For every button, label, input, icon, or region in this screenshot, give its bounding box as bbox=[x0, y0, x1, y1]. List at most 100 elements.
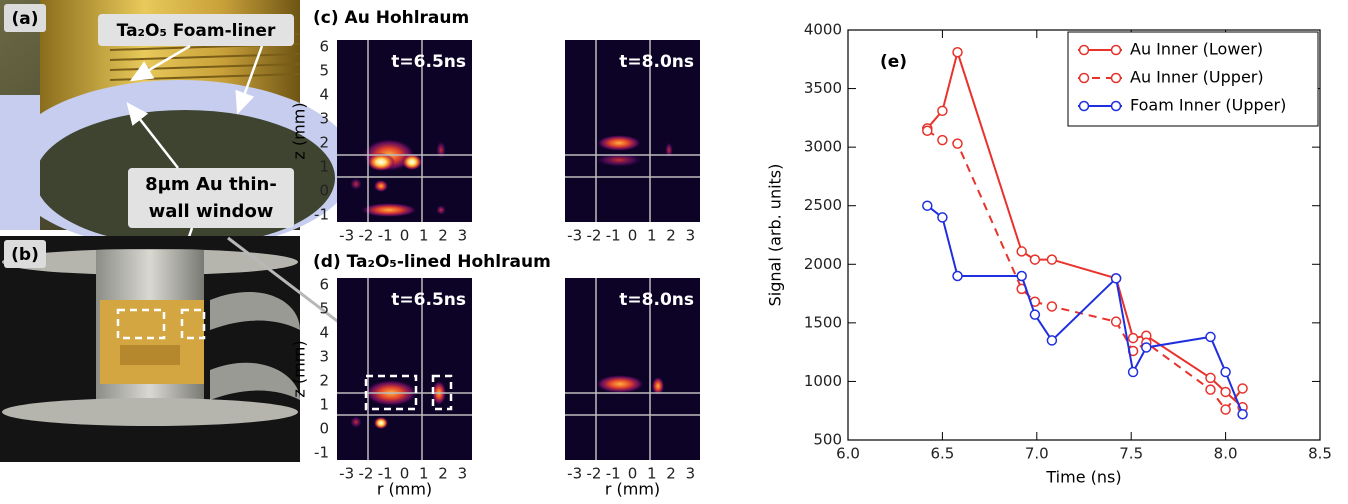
time-label: t=6.5ns bbox=[391, 52, 466, 72]
y-tick-label: 1500 bbox=[804, 313, 842, 331]
legend-marker bbox=[1078, 72, 1090, 84]
image-background bbox=[565, 40, 700, 222]
x-tick-label: 1 bbox=[419, 465, 429, 483]
image-background bbox=[565, 278, 700, 460]
gold-patch bbox=[120, 345, 180, 365]
x-tick-label: 0 bbox=[400, 227, 410, 245]
data-point bbox=[1110, 273, 1122, 284]
legend-label: Au Inner (Lower) bbox=[1130, 40, 1263, 59]
y-tick-label: 3 bbox=[319, 348, 329, 366]
image-background bbox=[337, 40, 472, 222]
data-point bbox=[952, 47, 963, 58]
y-tick-label: -1 bbox=[314, 443, 329, 461]
legend-marker bbox=[1110, 44, 1122, 56]
data-point bbox=[1205, 384, 1216, 395]
y-tick-label: 0 bbox=[319, 181, 329, 199]
callout: 8µm Au thin- bbox=[145, 174, 277, 195]
callout-box bbox=[128, 168, 294, 228]
y-tick-label: 5 bbox=[319, 62, 329, 80]
legend-marker bbox=[1078, 44, 1090, 56]
series-line bbox=[926, 204, 1244, 415]
data-point bbox=[1220, 404, 1231, 415]
x-axis-label: r (mm) bbox=[605, 480, 660, 499]
data-point bbox=[1220, 366, 1231, 378]
x-tick-label: 8.5 bbox=[1308, 445, 1332, 463]
x-tick-label: 2 bbox=[438, 227, 448, 245]
panel-title: (d) Ta₂O₅-lined Hohlraum bbox=[313, 252, 551, 272]
emission-spot bbox=[652, 377, 664, 395]
x-tick-label: -3 bbox=[339, 465, 354, 483]
window-boxes bbox=[116, 308, 206, 340]
y-tick-label: 1000 bbox=[804, 372, 842, 390]
data-point bbox=[1110, 316, 1122, 327]
legend-label: Foam Inner (Upper) bbox=[1130, 96, 1286, 115]
x-tick-label: 1 bbox=[647, 227, 657, 245]
x-tick-label: 1 bbox=[419, 227, 429, 245]
data-point bbox=[1029, 309, 1041, 320]
data-point bbox=[1237, 383, 1248, 394]
data-point bbox=[937, 212, 948, 223]
y-tick-label: 3000 bbox=[804, 138, 842, 156]
emission-spot bbox=[374, 417, 388, 429]
render-b: (b) bbox=[0, 236, 300, 462]
y-tick-label: 0 bbox=[319, 419, 329, 437]
x-tick-label: 1 bbox=[647, 465, 657, 483]
emission-spot bbox=[436, 141, 446, 159]
y-tick-label: 4 bbox=[319, 86, 329, 104]
y-tick-label: 4 bbox=[319, 324, 329, 342]
data-point bbox=[1046, 335, 1058, 346]
callout-box bbox=[98, 14, 294, 46]
plot-frame bbox=[847, 29, 1321, 441]
y-tick-label: 6 bbox=[319, 38, 329, 56]
data-point bbox=[1127, 366, 1139, 378]
y-axis-label: z (mm) bbox=[290, 102, 309, 159]
x-tick-label: -1 bbox=[378, 465, 393, 483]
emission-spot bbox=[597, 135, 641, 151]
image-frame bbox=[337, 278, 472, 460]
emission-spot bbox=[665, 142, 673, 158]
x-tick-label: 0 bbox=[400, 465, 410, 483]
y-tick-label: 3500 bbox=[804, 79, 842, 97]
foam-liner-edge bbox=[0, 95, 40, 230]
legend-label: Au Inner (Upper) bbox=[1130, 68, 1264, 87]
legend: Au Inner (Lower) Au Inner (Upper) Foam Inn… bbox=[1067, 31, 1319, 127]
swirl bbox=[210, 362, 300, 400]
x-tick-label: -3 bbox=[567, 465, 582, 483]
image-background bbox=[337, 278, 472, 460]
panel-title: (c) Au Hohlraum bbox=[313, 8, 469, 28]
label-box bbox=[4, 240, 46, 268]
photo-a: (a) Ta₂O₅ Foam-liner 8µm Au thin- wall w… bbox=[0, 0, 355, 307]
y-tick-label: 3 bbox=[319, 110, 329, 128]
swirl bbox=[210, 291, 300, 330]
y-tick-label: 5 bbox=[319, 300, 329, 318]
data-point bbox=[1046, 254, 1058, 265]
x-tick-label: -2 bbox=[358, 227, 373, 245]
x-axis-label: r (mm) bbox=[377, 480, 432, 499]
x-tick-label: 3 bbox=[686, 227, 696, 245]
emission-spot bbox=[350, 178, 362, 190]
disk bbox=[2, 398, 298, 426]
x-tick-label: -1 bbox=[378, 227, 393, 245]
x-tick-label: 0 bbox=[628, 227, 638, 245]
image-frame bbox=[565, 40, 700, 222]
emission-spot bbox=[374, 180, 388, 192]
x-tick-label: -2 bbox=[586, 227, 601, 245]
data-point bbox=[1046, 301, 1058, 312]
x-tick-label: 3 bbox=[458, 465, 468, 483]
annotation: (e) bbox=[880, 52, 907, 72]
image-frame bbox=[337, 40, 472, 222]
y-axis-label: z (mm) bbox=[290, 340, 309, 397]
x-tick-label: 7.5 bbox=[1119, 445, 1143, 463]
x-tick-label: -2 bbox=[586, 465, 601, 483]
x-axis-label: Time (ns) bbox=[1045, 468, 1121, 487]
x-tick-label: 7.0 bbox=[1025, 445, 1049, 463]
emission-spot bbox=[402, 154, 422, 170]
emission-spot bbox=[596, 375, 644, 393]
x-tick-label: 8.0 bbox=[1214, 445, 1238, 463]
callout: wall window bbox=[149, 201, 274, 222]
x-tick-label: -2 bbox=[358, 465, 373, 483]
x-tick-label: -1 bbox=[606, 465, 621, 483]
callout: Ta₂O₅ Foam-liner bbox=[117, 21, 276, 41]
